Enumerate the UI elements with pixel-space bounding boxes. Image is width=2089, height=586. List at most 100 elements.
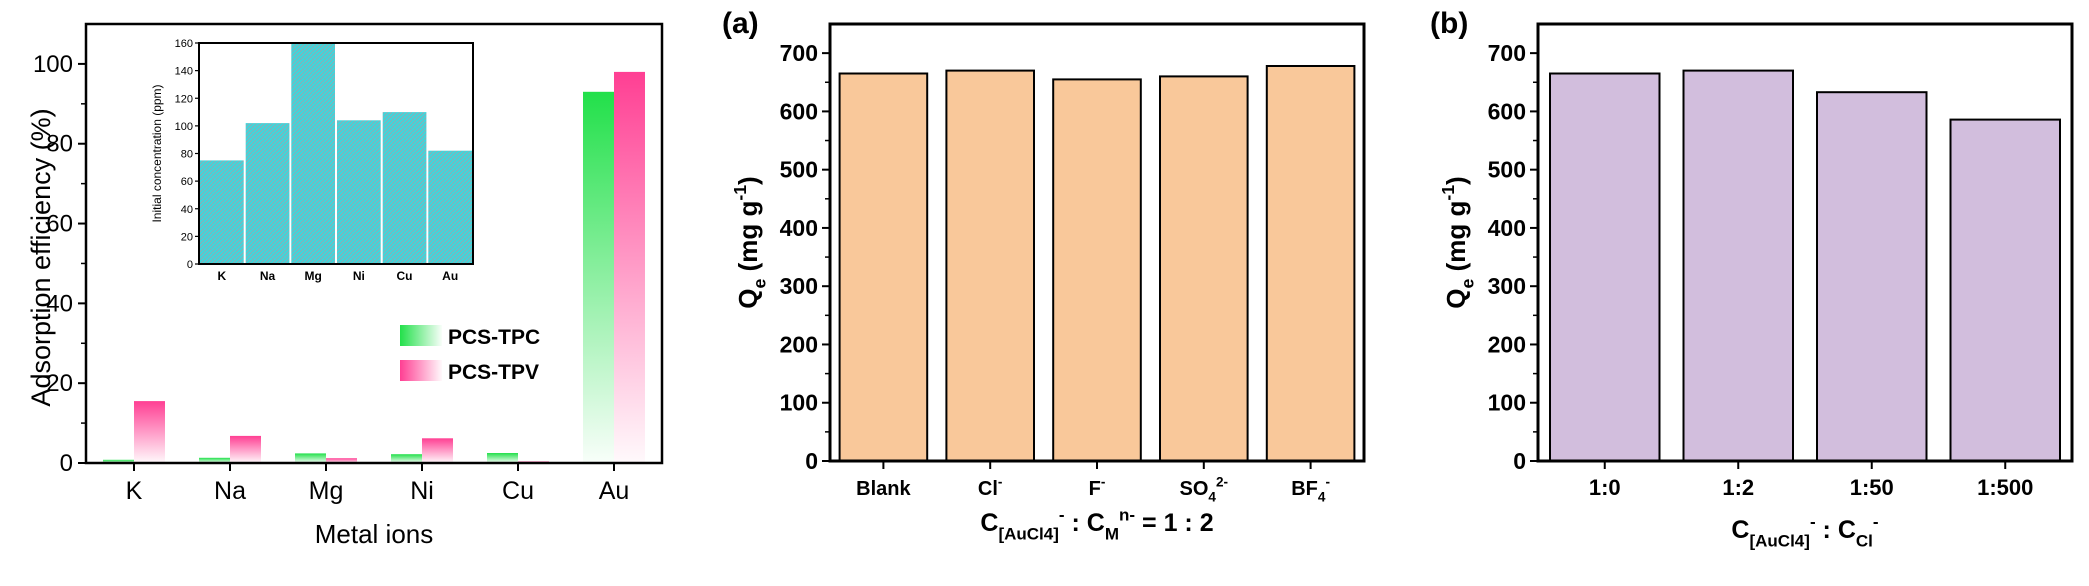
x-tick-label-na: Na bbox=[214, 477, 246, 505]
chart-a-anion-effect: Blank Cl- F- SO42- BF4- 0 100 200 300 400 500 600 70… bbox=[722, 7, 1366, 544]
y-tick-label-100: 100 bbox=[780, 390, 818, 416]
y-tick-label-600: 600 bbox=[780, 98, 818, 124]
y-tick-label-0: 0 bbox=[1513, 448, 1526, 474]
x-tick-label-2: 1:50 bbox=[1850, 475, 1894, 500]
inset-bar-k bbox=[200, 160, 244, 264]
bar-b-3 bbox=[1949, 118, 2061, 462]
x-tick-label-mg: Mg bbox=[309, 477, 344, 505]
legend-label-pcs-tpv: PCS-TPV bbox=[448, 361, 539, 384]
x-axis-title: C[AuCl4]- : CCl- bbox=[1731, 513, 1878, 551]
inset-bar-cu bbox=[382, 112, 427, 264]
y-axis-title: Qe (mg g-1) bbox=[1438, 176, 1478, 308]
y-tick-label-500: 500 bbox=[780, 157, 818, 183]
legend-swatch-pcs-tpv bbox=[400, 360, 442, 381]
y-tick-label-300: 300 bbox=[1488, 273, 1526, 299]
y-tick-label-700: 700 bbox=[780, 40, 818, 66]
y-tick-label-300: 300 bbox=[780, 273, 818, 299]
bar-a-4 bbox=[1265, 65, 1356, 462]
plot-frame bbox=[828, 22, 1366, 463]
inset-x-label-au: Au bbox=[442, 269, 458, 283]
y-tick-label-20: 20 bbox=[46, 370, 73, 397]
x-axis-title: C[AuCl4]- : CMn- = 1 : 2 bbox=[980, 506, 1213, 544]
y-tick-label-60: 60 bbox=[46, 211, 73, 238]
panel-label: (b) bbox=[1430, 7, 1468, 40]
y-tick-label-200: 200 bbox=[1488, 331, 1526, 357]
x-tick-label-ni: Ni bbox=[410, 477, 434, 505]
x-tick-label-k: K bbox=[126, 477, 143, 505]
inset-bar-au bbox=[428, 150, 472, 264]
bar-pcs-tpv-ni bbox=[422, 438, 453, 463]
y-tick-label-0: 0 bbox=[805, 448, 818, 474]
chart-left-adsorption-efficiency: K Na Mg Ni Cu Au 0 20 40 60 80 100 Metal ions Adsorpt… bbox=[26, 22, 664, 549]
y-tick-label-700: 700 bbox=[1488, 40, 1526, 66]
inset-background bbox=[199, 43, 473, 264]
y-tick-label-600: 600 bbox=[1488, 98, 1526, 124]
inset-bar-mg bbox=[291, 43, 335, 264]
bar-a-0 bbox=[838, 72, 929, 462]
inset-y-label-80: 80 bbox=[181, 149, 193, 161]
bar-b-0 bbox=[1549, 72, 1661, 462]
y-tick-label-40: 40 bbox=[46, 290, 73, 317]
inset-x-label-na: Na bbox=[260, 269, 276, 283]
y-axis-title: Qe (mg g-1) bbox=[730, 176, 770, 308]
inset-y-axis-title: Initial concentration (ppm) bbox=[150, 84, 164, 222]
panel-label: (a) bbox=[722, 7, 759, 40]
bar-a-3 bbox=[1159, 75, 1249, 463]
inset-x-label-mg: Mg bbox=[305, 269, 322, 283]
x-tick-label-cu: Cu bbox=[502, 477, 534, 505]
inset-y-label-60: 60 bbox=[181, 176, 193, 188]
y-tick-label-500: 500 bbox=[1488, 157, 1526, 183]
bar-pcs-tpv-mg bbox=[326, 458, 357, 463]
x-tick-label-1: 1:2 bbox=[1722, 475, 1754, 500]
legend-swatch-pcs-tpc bbox=[400, 325, 442, 346]
inset-x-label-k: K bbox=[217, 269, 226, 283]
bar-pcs-tpv-na bbox=[230, 435, 261, 463]
y-tick-label-400: 400 bbox=[1488, 215, 1526, 241]
y-tick-label-0: 0 bbox=[60, 450, 73, 477]
x-tick-label-4: BF4- bbox=[1291, 475, 1330, 505]
y-tick-label-100: 100 bbox=[33, 51, 73, 78]
inset-y-label-120: 120 bbox=[175, 93, 193, 105]
inset-y-label-100: 100 bbox=[175, 121, 193, 133]
inset-bar-na bbox=[245, 123, 290, 264]
x-tick-label-2: F- bbox=[1089, 475, 1106, 500]
bar-pcs-tpc-au bbox=[583, 91, 614, 464]
plot-frame bbox=[84, 22, 664, 465]
inset-chart-initial-concentration: K Na Mg Ni Cu Au 0 20 40 60 80 100 120 140 160 Initial … bbox=[150, 38, 474, 283]
x-tick-label-au: Au bbox=[599, 477, 630, 505]
inset-x-label-ni: Ni bbox=[353, 269, 365, 283]
bar-pcs-tpc-ni bbox=[391, 454, 422, 463]
inset-y-label-40: 40 bbox=[181, 204, 193, 216]
bar-pcs-tpc-cu bbox=[487, 453, 518, 463]
y-tick-label-200: 200 bbox=[780, 331, 818, 357]
legend: PCS-TPC PCS-TPV bbox=[400, 325, 540, 384]
y-axis-title: Adsorption efficiency (%) bbox=[26, 108, 56, 406]
inset-y-label-140: 140 bbox=[175, 66, 193, 78]
bar-b-1 bbox=[1682, 69, 1794, 462]
plot-frame bbox=[1536, 22, 2074, 463]
bar-pcs-tpv-k bbox=[134, 401, 165, 463]
bar-pcs-tpc-k bbox=[103, 459, 134, 463]
legend-label-pcs-tpc: PCS-TPC bbox=[448, 326, 540, 349]
inset-bar-ni bbox=[337, 120, 381, 264]
bar-pcs-tpc-na bbox=[199, 457, 230, 463]
x-axis-title: Metal ions bbox=[315, 519, 434, 549]
inset-y-label-0: 0 bbox=[187, 259, 193, 271]
bar-b-2 bbox=[1816, 91, 1928, 462]
x-tick-label-1: Cl- bbox=[978, 475, 1003, 500]
chart-b-chloride-ratio: 1:0 1:2 1:50 1:500 0 100 200 300 400 500 600 700 C[A… bbox=[1430, 7, 2074, 551]
x-tick-label-3: SO42- bbox=[1180, 475, 1229, 505]
inset-x-label-cu: Cu bbox=[397, 269, 413, 283]
x-tick-label-0: Blank bbox=[856, 478, 911, 500]
inset-y-label-160: 160 bbox=[175, 38, 193, 50]
bar-a-1 bbox=[945, 69, 1036, 462]
y-tick-label-400: 400 bbox=[780, 215, 818, 241]
y-tick-label-80: 80 bbox=[46, 131, 73, 158]
bar-pcs-tpc-mg bbox=[295, 453, 326, 463]
bar-pcs-tpv-au bbox=[614, 71, 645, 464]
x-tick-label-3: 1:500 bbox=[1977, 475, 2033, 500]
y-tick-label-100: 100 bbox=[1488, 390, 1526, 416]
inset-y-label-20: 20 bbox=[181, 231, 193, 243]
